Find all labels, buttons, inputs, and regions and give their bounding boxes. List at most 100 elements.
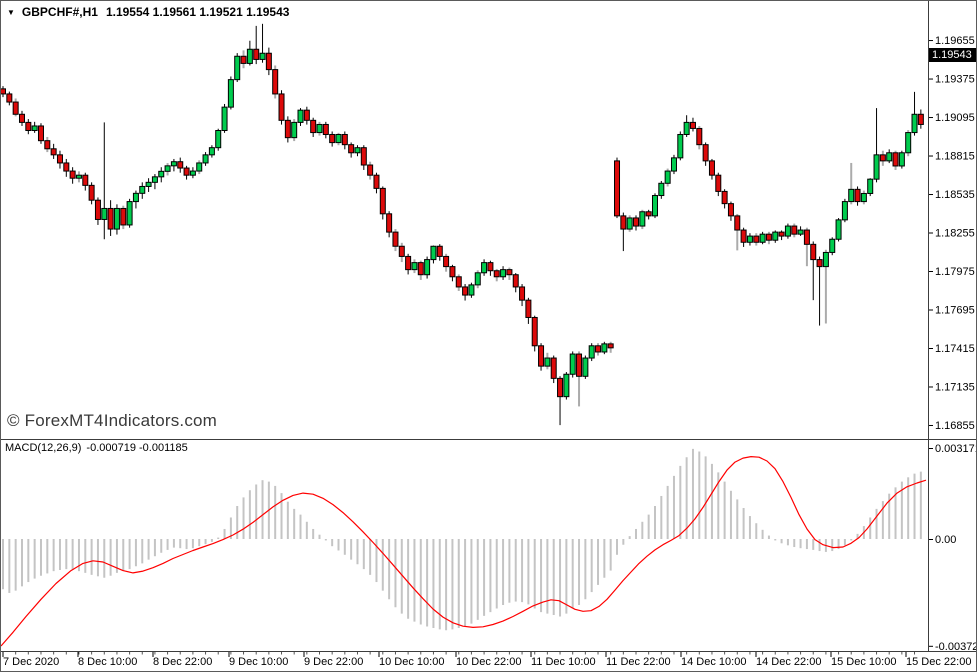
candle-body [132,192,139,203]
candle-body [822,251,829,268]
price-axis-label: 1.17975 [935,266,975,278]
candle-body [1,88,6,95]
candle-body [753,235,760,243]
time-axis-label: 15 Dec 10:00 [831,656,896,668]
candle-body [569,353,576,375]
candle-body [379,187,386,215]
candle-body [37,125,44,142]
candle-body [651,195,658,217]
symbol-ohlc-values: 1.19554 1.19561 1.19521 1.19543 [105,5,290,19]
candle-body [658,182,665,197]
candle-body [576,353,583,377]
candle-body [645,211,652,217]
candle-body [63,162,70,172]
candle-body [75,174,82,179]
time-axis-label: 8 Dec 10:00 [78,656,137,668]
candle-body [715,174,722,192]
candle-body [297,109,304,123]
candle-body [689,121,696,129]
candle-body [829,238,836,253]
candle-body [595,345,602,353]
time-axis-label: 9 Dec 10:00 [229,656,288,668]
candle-body [272,69,279,95]
candle-body [898,152,905,167]
candle-body [386,213,393,233]
candle-body [506,269,513,276]
candle-body [873,154,880,180]
candle-body [879,154,886,162]
candle-body [189,170,196,176]
time-axis-label: 8 Dec 22:00 [153,656,212,668]
candle-body [246,48,253,64]
macd-indicator-label: MACD(12,26,9) -0.000719 -0.001185 [5,442,188,454]
candle-body [360,147,367,166]
candle-body [544,357,551,367]
candle-body [392,231,399,247]
candle-body [398,245,405,257]
candle-body [519,286,526,301]
candle-body [405,255,412,271]
candle-body [310,119,317,134]
candle-body [892,152,899,167]
candle-body [25,121,32,132]
candle-body [227,79,234,108]
candle-body [810,243,817,261]
candle-body [765,233,772,241]
candle-body [50,148,57,156]
candle-body [215,130,222,149]
candle-body [784,225,791,237]
candle-body [12,101,19,115]
chevron-down-icon[interactable]: ▼ [7,8,15,17]
candle-body [860,192,867,203]
candle-body [164,165,171,172]
candle-body [316,123,323,134]
candle-body [335,133,342,144]
candle-body [500,269,507,278]
candle-body [481,262,488,274]
candle-body [436,245,443,257]
price-axis-label: 1.17415 [935,343,975,355]
candle-body [196,162,203,172]
candle-body [487,262,494,272]
candle-body [468,284,475,296]
candle-body [126,201,133,226]
time-axis-label: 11 Dec 22:00 [606,656,671,668]
candle-body [56,154,63,164]
candle-body [917,113,924,125]
candle-body [677,133,684,159]
candle-body [367,164,374,176]
candle-body [265,52,272,71]
candle-body [803,229,810,245]
candle-body [727,203,734,217]
candle-body [291,121,298,139]
time-axis-label: 9 Dec 22:00 [304,656,363,668]
candle-body [550,357,557,379]
candle-body [443,255,450,268]
candle-body [772,231,779,241]
candle-body [303,109,310,121]
candle-body [493,270,500,278]
candle-body [683,121,690,135]
candle-body [462,286,469,296]
candle-body [6,93,13,103]
price-axis-label: 1.19375 [935,74,975,86]
time-axis-label: 10 Dec 10:00 [379,656,444,668]
candle-body [626,217,633,230]
macd-label-values: -0.000719 -0.001185 [86,442,188,454]
candle-body [170,161,177,167]
candle-body [531,316,538,347]
candle-body [670,157,677,172]
candle-body [607,343,614,349]
candle-body [797,229,804,235]
candle-body [525,299,532,318]
candle-body [202,154,209,164]
price-axis-label: 1.19095 [935,112,975,124]
candle-body [455,276,462,288]
candle-body [835,219,842,240]
candle-body [82,174,89,186]
candle-body [582,357,589,377]
candle-body [911,113,918,134]
price-axis-label: 1.19655 [935,35,975,47]
price-axis-label: 1.17135 [935,381,975,393]
